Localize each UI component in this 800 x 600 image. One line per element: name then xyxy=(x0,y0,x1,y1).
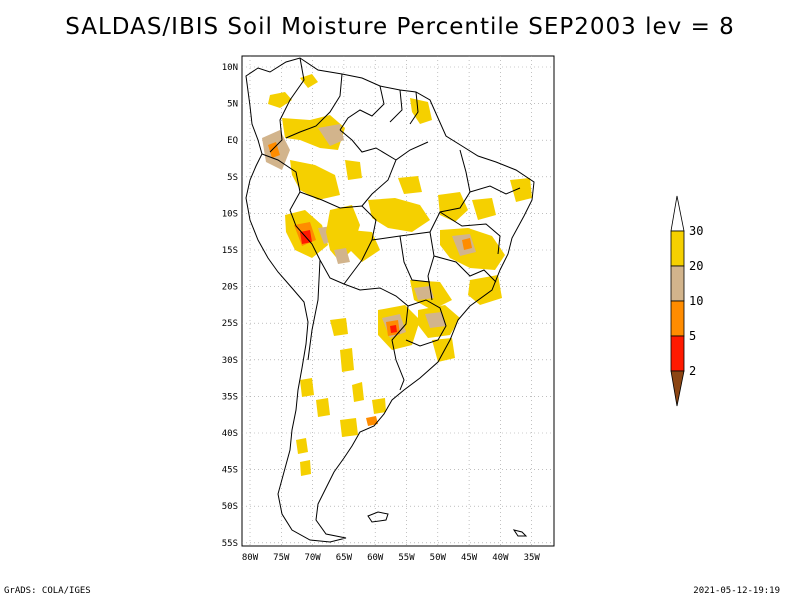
shade-patch xyxy=(414,286,434,300)
lon-tick-label: 40W xyxy=(492,553,509,563)
shade-patch xyxy=(432,338,455,362)
legend-label-10: 10 xyxy=(689,294,703,308)
shade-patch xyxy=(472,198,496,220)
legend-arrow-top xyxy=(670,195,685,232)
longitude-tick-labels: 80W 75W 70W 65W 60W 55W 50W 45W 40W 35W xyxy=(242,553,541,563)
lat-tick-label: 5S xyxy=(227,173,238,183)
shade-patch xyxy=(462,238,472,250)
country-border xyxy=(299,191,377,285)
shade-patch xyxy=(300,378,314,397)
island-outline xyxy=(367,511,389,523)
shade-patch xyxy=(352,382,364,402)
country-border xyxy=(361,141,429,207)
shade-patch xyxy=(340,348,354,372)
lon-tick-label: 45W xyxy=(461,553,478,563)
lat-tick-label: 30S xyxy=(222,356,238,366)
latitude-tick-labels: 10N 5N EQ 5S 10S 15S 20S 25S 30S 35S 40S 45S 50S 55S xyxy=(222,63,238,549)
country-border xyxy=(343,283,409,391)
footer-timestamp: 2021-05-12-19:19 xyxy=(693,586,780,596)
shade-patch xyxy=(330,318,348,336)
shade-patch xyxy=(368,198,430,232)
shade-patch xyxy=(390,325,397,333)
lat-tick-label: 40S xyxy=(222,429,238,439)
shade-patch xyxy=(340,418,358,437)
grid-lines xyxy=(242,56,554,546)
shade-patch xyxy=(438,192,468,222)
shade-patch xyxy=(268,92,292,108)
lon-tick-label: 75W xyxy=(273,553,290,563)
shade-patch xyxy=(425,312,446,328)
shade-patch xyxy=(290,160,340,200)
country-border xyxy=(269,57,305,153)
legend-label-20: 20 xyxy=(689,259,703,273)
lon-tick-label: 60W xyxy=(367,553,384,563)
lat-tick-label: 10S xyxy=(222,209,238,219)
legend-arrow-bottom xyxy=(670,370,685,407)
shade-patch xyxy=(410,98,432,124)
country-border xyxy=(371,149,471,241)
country-border xyxy=(389,89,403,123)
shade-patch xyxy=(296,438,308,454)
country-border xyxy=(399,235,431,283)
country-border xyxy=(285,73,343,139)
lat-tick-label: 50S xyxy=(222,502,238,512)
lon-tick-label: 65W xyxy=(336,553,353,563)
legend-swatch-5-10 xyxy=(670,300,685,337)
lat-tick-label: 15S xyxy=(222,246,238,256)
shade-patch xyxy=(300,460,311,476)
shade-patch xyxy=(366,416,378,426)
lon-tick-label: 55W xyxy=(398,553,415,563)
continent-outline xyxy=(245,57,535,543)
lat-tick-label: 5N xyxy=(227,100,238,110)
country-border xyxy=(405,299,447,347)
coastlines-and-borders xyxy=(245,57,535,543)
shade-patch xyxy=(300,74,318,88)
legend-label-5: 5 xyxy=(689,329,696,343)
country-border xyxy=(427,231,435,301)
legend-swatch-10-20 xyxy=(670,265,685,302)
shade-patch xyxy=(316,398,330,417)
country-border xyxy=(433,255,497,283)
lat-tick-label: 25S xyxy=(222,319,238,329)
lat-tick-label: 10N xyxy=(222,63,238,73)
country-border xyxy=(409,91,419,125)
lat-tick-label: 35S xyxy=(222,392,238,402)
shade-patch xyxy=(510,178,532,202)
shade-patch xyxy=(334,248,350,264)
shade-patch xyxy=(268,142,280,158)
shade-patch xyxy=(372,398,386,414)
legend-colorbar: 30 20 10 5 2 xyxy=(670,195,703,407)
country-border xyxy=(261,153,345,285)
country-border xyxy=(439,211,501,255)
legend-label-30: 30 xyxy=(689,224,703,238)
lat-tick-label: 45S xyxy=(222,466,238,476)
legend-swatch-20-30 xyxy=(670,230,685,267)
lat-tick-label: EQ xyxy=(227,136,238,146)
shade-patch xyxy=(318,124,344,146)
shade-patch xyxy=(468,275,502,305)
country-border xyxy=(339,85,385,131)
legend-label-2: 2 xyxy=(689,364,696,378)
lat-tick-label: 55S xyxy=(222,539,238,549)
country-border xyxy=(469,185,521,195)
map-title: SALDAS/IBIS Soil Moisture Percentile SEP… xyxy=(65,14,735,40)
lon-tick-label: 80W xyxy=(242,553,259,563)
lon-tick-label: 70W xyxy=(304,553,321,563)
country-border xyxy=(339,129,397,161)
lon-tick-label: 50W xyxy=(430,553,447,563)
lat-tick-label: 20S xyxy=(222,283,238,293)
shade-patch xyxy=(398,176,422,194)
shade-patch xyxy=(345,160,362,180)
percentile-shading xyxy=(262,74,532,476)
legend-swatch-2-5 xyxy=(670,335,685,372)
lon-tick-label: 35W xyxy=(524,553,541,563)
island-outline xyxy=(512,529,528,537)
footer-credit: GrADS: COLA/IGES xyxy=(4,586,91,596)
country-border xyxy=(307,259,321,361)
